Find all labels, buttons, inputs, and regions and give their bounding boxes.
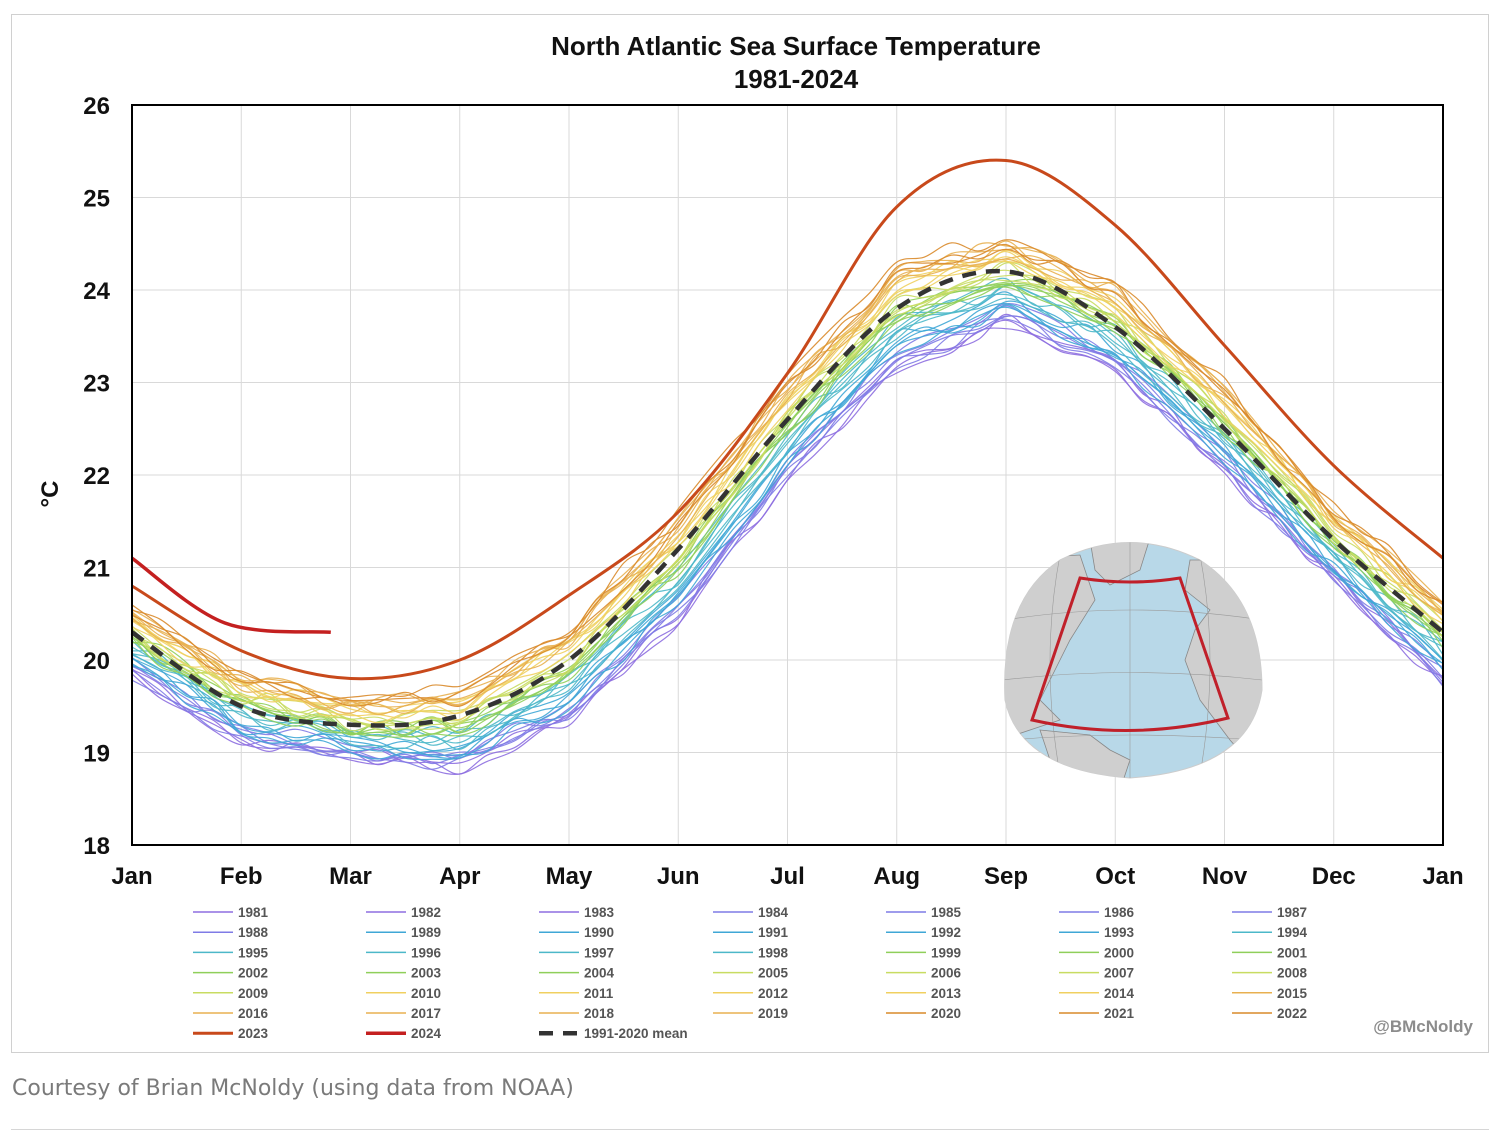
series-line-2003 (131, 283, 1444, 738)
series-line-2020 (131, 248, 1444, 708)
legend-label-2009: 2009 (238, 986, 268, 1001)
legend-label-1983: 1983 (584, 905, 615, 920)
x-tick-label: Aug (873, 863, 920, 890)
y-tick-label: 21 (83, 556, 110, 583)
legend-label-1992: 1992 (931, 925, 961, 940)
greenland-land (1089, 542, 1151, 586)
legend-label-2017: 2017 (411, 1006, 441, 1021)
divider (11, 1129, 1489, 1130)
y-tick-label: 24 (83, 278, 110, 305)
legend-label-2020: 2020 (931, 1006, 961, 1021)
legend-label-2015: 2015 (1277, 986, 1308, 1001)
y-tick-label: 19 (83, 741, 110, 768)
series-line-1990 (131, 303, 1444, 761)
legend-label-1981: 1981 (238, 905, 269, 920)
series-line-2021 (131, 243, 1444, 707)
legend-label-2006: 2006 (931, 966, 962, 981)
legend-label-2004: 2004 (584, 966, 615, 981)
caption: Courtesy of Brian McNoldy (using data fr… (12, 1076, 574, 1101)
legend: 1981 1982 1983 1984 1985 1986 1987 1988 1989 1990… (193, 905, 1308, 1041)
chart-title: North Atlantic Sea Surface Temperature (551, 31, 1041, 61)
legend-label-1993: 1993 (1104, 925, 1135, 940)
plot-frame (131, 104, 1444, 846)
series-line-2023 (131, 158, 1444, 681)
y-tick-label: 22 (83, 463, 110, 490)
series-line-1993 (131, 291, 1444, 752)
legend-label-1996: 1996 (411, 945, 442, 960)
y-tick-label: 20 (83, 648, 110, 675)
legend-label-2013: 2013 (931, 986, 962, 1001)
x-tick-label: Nov (1202, 863, 1248, 890)
legend-label-2019: 2019 (758, 1006, 788, 1021)
legend-label-1991: 1991 (758, 925, 789, 940)
x-tick-label: May (546, 863, 593, 890)
legend-label-1997: 1997 (584, 945, 614, 960)
legend-label-1989: 1989 (411, 925, 441, 940)
series-line-2010 (131, 260, 1444, 724)
x-tick-label: Mar (329, 863, 372, 890)
europe-africa-land (1184, 559, 1262, 778)
legend-label-2008: 2008 (1277, 966, 1308, 981)
y-axis: 18 19 20 21 22 23 24 25 26 (83, 93, 110, 860)
legend-label-1994: 1994 (1277, 925, 1308, 940)
legend-label-2002: 2002 (238, 966, 268, 981)
legend-label-1999: 1999 (931, 945, 961, 960)
region-outline (1030, 576, 1230, 733)
series-line-mean (130, 268, 1445, 728)
legend-label-1990: 1990 (584, 925, 614, 940)
legend-label-2021: 2021 (1104, 1006, 1135, 1021)
legend-label-2016: 2016 (238, 1006, 269, 1021)
legend-label-2022: 2022 (1277, 1006, 1307, 1021)
x-tick-label: Jul (770, 863, 805, 890)
x-tick-label: Oct (1095, 863, 1135, 890)
legend-label-2003: 2003 (411, 966, 442, 981)
y-axis-label: °C (37, 481, 64, 508)
y-tick-label: 18 (83, 833, 110, 860)
figure-frame (11, 14, 1489, 1053)
x-tick-label: Jun (657, 863, 700, 890)
legend-label-2012: 2012 (758, 986, 788, 1001)
x-tick-label: Jan (1422, 863, 1463, 890)
legend-label-2018: 2018 (584, 1006, 615, 1021)
legend-label-2007: 2007 (1104, 966, 1134, 981)
x-tick-label: Sep (984, 863, 1028, 890)
legend-label-2014: 2014 (1104, 986, 1135, 1001)
x-tick-label: Apr (439, 863, 480, 890)
legend-label-1988: 1988 (238, 925, 269, 940)
legend-label-2000: 2000 (1104, 945, 1134, 960)
y-tick-label: 25 (83, 186, 110, 213)
legend-label-1987: 1987 (1277, 905, 1307, 920)
legend-label-2023: 2023 (238, 1026, 269, 1041)
legend-label-1982: 1982 (411, 905, 441, 920)
legend-label-2001: 2001 (1277, 945, 1308, 960)
series-line-1989 (131, 304, 1444, 760)
x-tick-label: Feb (220, 863, 263, 890)
legend-label-1998: 1998 (758, 945, 789, 960)
x-axis: Jan Feb Mar Apr May Jun Jul Aug Sep Oct Nov Dec Jan (111, 863, 1463, 890)
x-tick-label: Dec (1312, 863, 1356, 890)
inset-map (1004, 542, 1263, 779)
legend-label-2005: 2005 (758, 966, 789, 981)
legend-label-2010: 2010 (411, 986, 441, 1001)
series-line-2024 (130, 556, 331, 635)
series-line-1996 (131, 285, 1444, 744)
series-line-2019 (131, 240, 1444, 714)
legend-label-2011: 2011 (584, 986, 614, 1001)
y-tick-label: 26 (83, 93, 110, 120)
series-line-2004 (131, 278, 1444, 735)
chart-subtitle: 1981-2024 (734, 64, 859, 94)
x-tick-label: Jan (111, 863, 152, 890)
watermark: @BMcNoldy (1373, 1017, 1473, 1036)
legend-label-2024: 2024 (411, 1026, 442, 1041)
series-line-2016 (131, 255, 1444, 714)
series-layer (130, 158, 1445, 775)
legend-label-1995: 1995 (238, 945, 269, 960)
legend-label-1986: 1986 (1104, 905, 1135, 920)
legend-label-mean: 1991-2020 mean (584, 1026, 688, 1041)
y-tick-label: 23 (83, 371, 110, 398)
legend-label-1985: 1985 (931, 905, 962, 920)
legend-label-1984: 1984 (758, 905, 789, 920)
